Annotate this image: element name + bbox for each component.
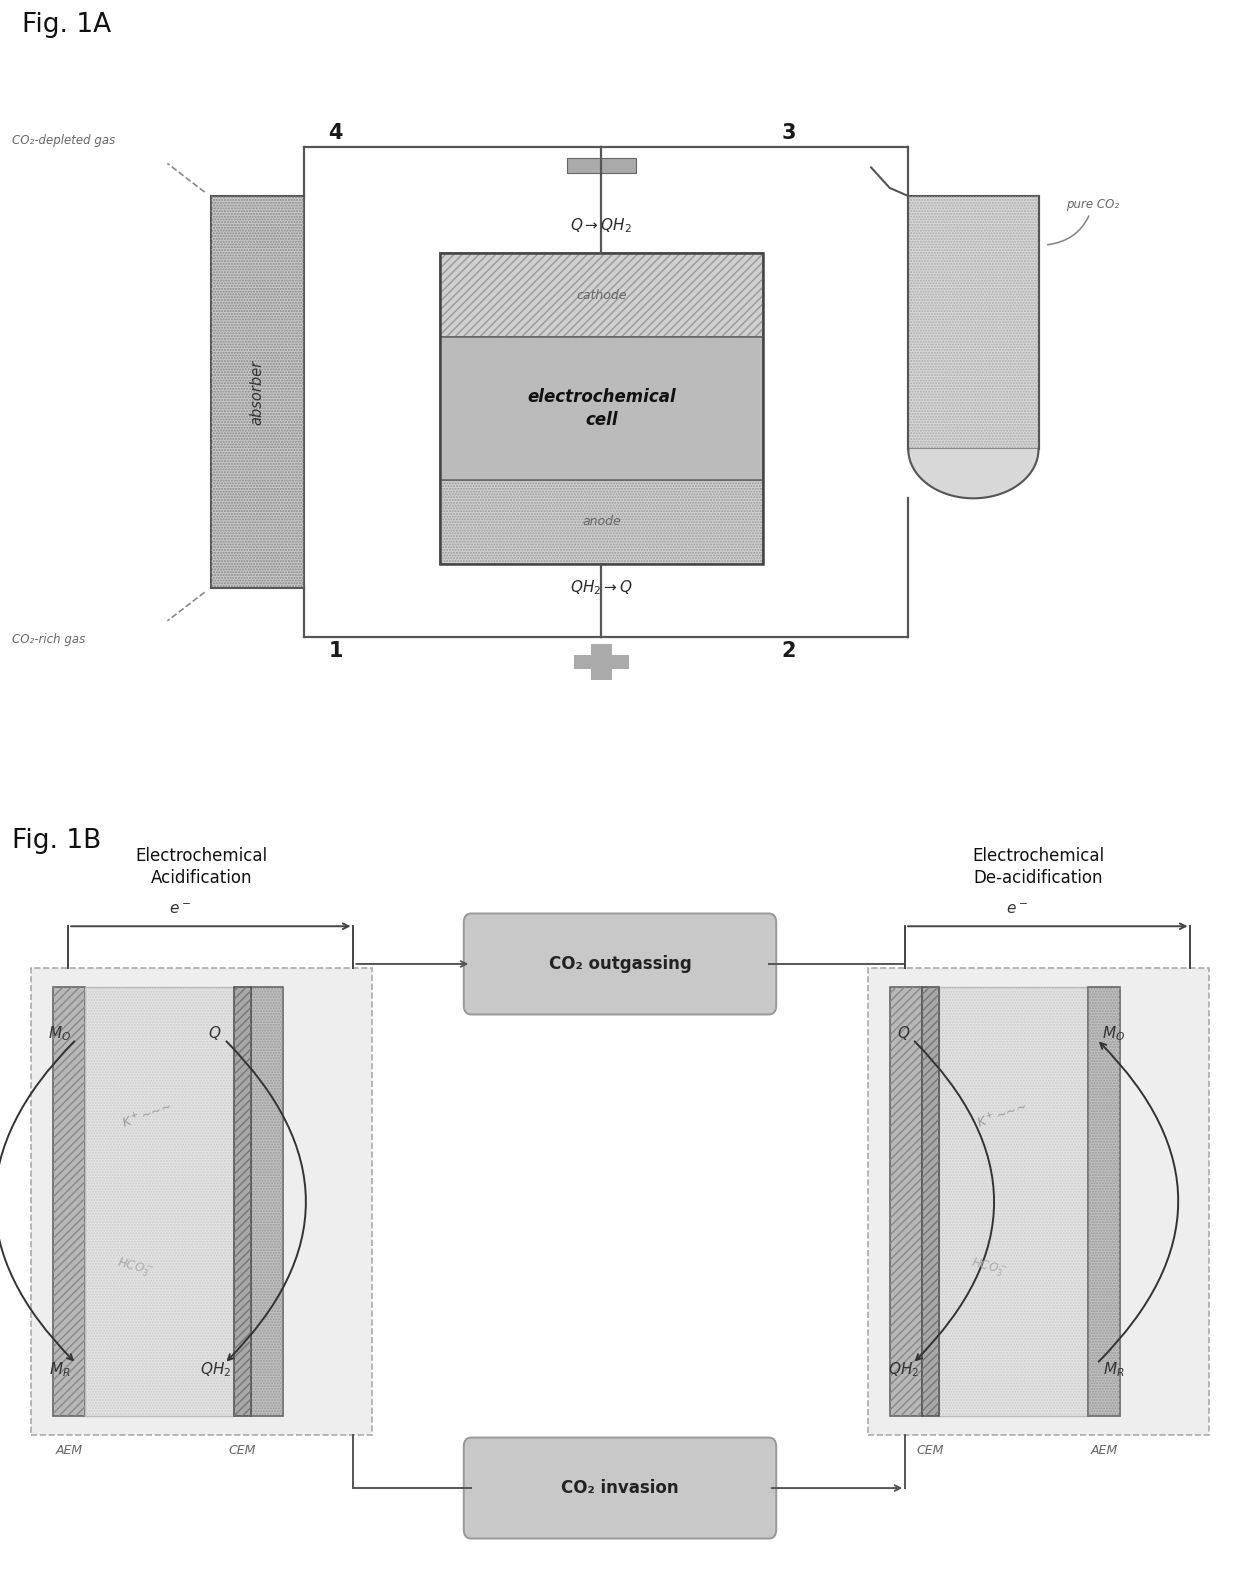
Text: 4: 4 [329,123,343,143]
Text: CEM: CEM [916,1444,945,1458]
Text: AEM: AEM [1091,1444,1117,1458]
Text: 2: 2 [781,641,796,661]
Text: CO₂-rich gas: CO₂-rich gas [12,633,86,646]
FancyBboxPatch shape [440,253,763,338]
Text: 3: 3 [781,123,796,143]
FancyBboxPatch shape [52,987,84,1417]
Text: absorber: absorber [249,360,265,424]
FancyBboxPatch shape [940,987,1089,1417]
FancyBboxPatch shape [868,968,1209,1436]
FancyBboxPatch shape [591,644,611,680]
FancyBboxPatch shape [233,987,250,1417]
Text: $e^-$: $e^-$ [1006,902,1028,917]
Text: 1: 1 [329,641,343,661]
Text: $QH_2$: $QH_2$ [200,1360,231,1379]
Text: Electrochemical
Acidification: Electrochemical Acidification [135,847,268,888]
Text: cathode: cathode [577,289,626,302]
Text: CO₂-depleted gas: CO₂-depleted gas [12,134,115,148]
Text: $QH_2$: $QH_2$ [888,1360,919,1379]
FancyBboxPatch shape [84,987,233,1417]
FancyBboxPatch shape [574,655,629,669]
FancyBboxPatch shape [921,987,940,1417]
Text: $Q$: $Q$ [208,1024,222,1042]
FancyBboxPatch shape [889,987,921,1417]
FancyBboxPatch shape [250,987,284,1417]
Text: $M_O$: $M_O$ [1102,1024,1125,1043]
FancyBboxPatch shape [440,338,763,479]
Text: AEM: AEM [56,1444,82,1458]
FancyBboxPatch shape [908,196,1039,449]
Text: $M_O$: $M_O$ [48,1024,71,1043]
Text: $K^+$~~~: $K^+$~~~ [975,1100,1029,1131]
Text: CEM: CEM [228,1444,257,1458]
Text: $QH_2 \rightarrow Q$: $QH_2 \rightarrow Q$ [570,578,632,597]
Text: $K^+$~~~: $K^+$~~~ [120,1100,175,1131]
Text: Fig. 1A: Fig. 1A [22,13,112,38]
FancyBboxPatch shape [440,479,763,564]
Text: $e^-$: $e^-$ [169,902,191,917]
FancyBboxPatch shape [211,196,304,588]
FancyBboxPatch shape [31,968,372,1436]
FancyBboxPatch shape [567,159,636,173]
Text: $HCO_3^-$: $HCO_3^-$ [115,1255,155,1280]
Text: $Q \rightarrow QH_2$: $Q \rightarrow QH_2$ [570,217,632,236]
Polygon shape [908,449,1039,498]
FancyBboxPatch shape [1089,987,1120,1417]
Text: pure CO₂: pure CO₂ [1048,198,1120,245]
Text: $Q$: $Q$ [897,1024,910,1042]
Text: CO₂ outgassing: CO₂ outgassing [548,955,692,972]
Text: Electrochemical
De-acidification: Electrochemical De-acidification [972,847,1105,888]
Text: anode: anode [582,515,621,528]
Text: $M_R$: $M_R$ [1102,1360,1125,1379]
Text: electrochemical
cell: electrochemical cell [527,388,676,429]
Text: $HCO_3^-$: $HCO_3^-$ [970,1255,1009,1280]
FancyBboxPatch shape [464,913,776,1015]
Text: CO₂ invasion: CO₂ invasion [562,1478,678,1497]
Text: $M_R$: $M_R$ [48,1360,71,1379]
FancyBboxPatch shape [464,1437,776,1538]
Text: Fig. 1B: Fig. 1B [12,828,102,855]
